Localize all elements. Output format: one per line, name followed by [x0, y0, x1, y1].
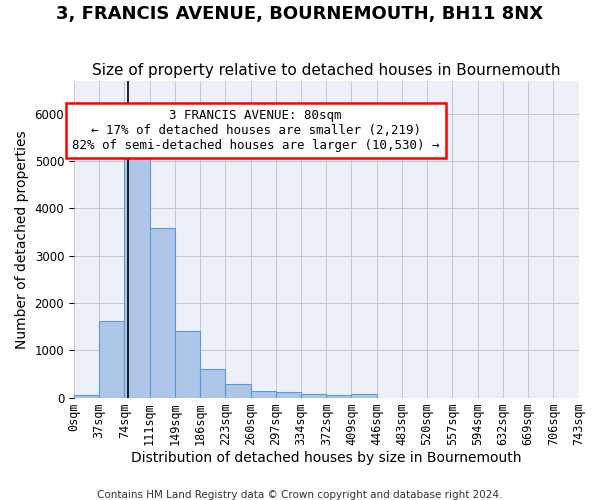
Bar: [149, 228, 175, 398]
Bar: [352, 394, 377, 398]
Bar: [74, 395, 99, 398]
Bar: [276, 392, 301, 398]
Bar: [225, 384, 251, 398]
Bar: [251, 391, 276, 398]
X-axis label: Distribution of detached houses by size in Bournemouth: Distribution of detached houses by size …: [131, 451, 521, 465]
Bar: [326, 395, 352, 398]
Bar: [200, 368, 225, 398]
Title: Size of property relative to detached houses in Bournemouth: Size of property relative to detached ho…: [92, 63, 560, 78]
Bar: [99, 320, 124, 398]
Text: Contains HM Land Registry data © Crown copyright and database right 2024.: Contains HM Land Registry data © Crown c…: [97, 490, 503, 500]
Text: 3 FRANCIS AVENUE: 80sqm
← 17% of detached houses are smaller (2,219)
82% of semi: 3 FRANCIS AVENUE: 80sqm ← 17% of detache…: [72, 109, 439, 152]
Y-axis label: Number of detached properties: Number of detached properties: [15, 130, 29, 348]
Bar: [175, 331, 200, 398]
Bar: [124, 158, 149, 398]
Text: 3, FRANCIS AVENUE, BOURNEMOUTH, BH11 8NX: 3, FRANCIS AVENUE, BOURNEMOUTH, BH11 8NX: [56, 5, 544, 23]
Bar: [301, 394, 326, 398]
